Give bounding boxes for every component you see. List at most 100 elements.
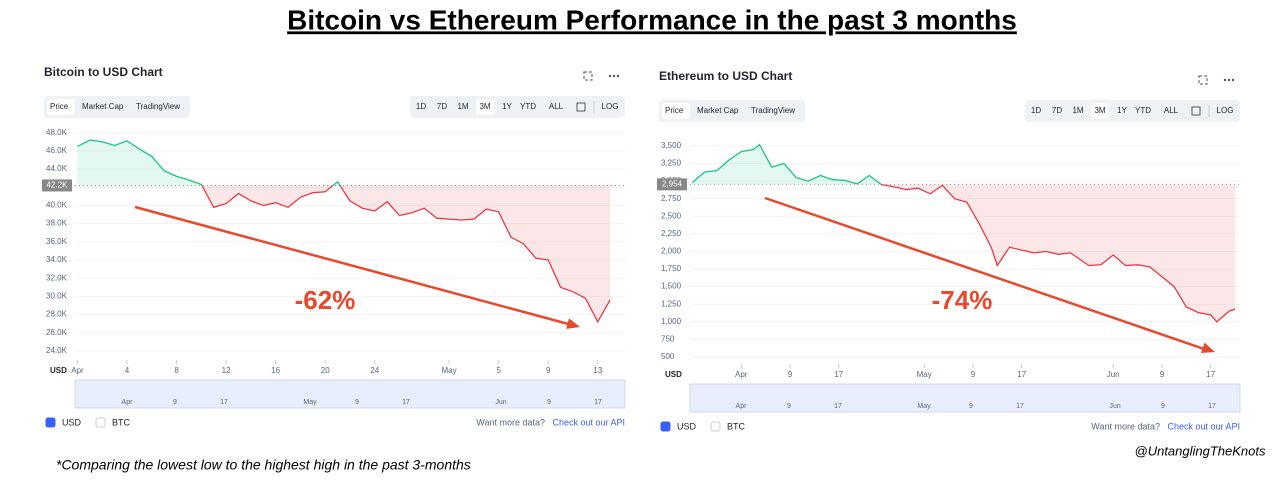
legend-label[interactable]: BTC [727, 421, 746, 431]
x-tick-label: 13 [593, 366, 602, 375]
legend-label[interactable]: USD [62, 417, 82, 427]
range-button[interactable]: 1M [457, 102, 468, 111]
expand-icon[interactable] [583, 71, 593, 81]
range-button[interactable]: 1Y [502, 102, 512, 111]
api-link[interactable]: Check out our API [552, 417, 625, 427]
calendar-icon[interactable] [576, 102, 586, 112]
tab[interactable]: Market Cap [82, 102, 124, 111]
navigator-label: 9 [173, 399, 177, 406]
x-tick-label: 9 [788, 370, 793, 379]
more-icon[interactable] [1231, 78, 1235, 82]
navigator-label: 9 [787, 403, 791, 410]
area [692, 144, 1236, 322]
range-button[interactable]: YTD [1135, 106, 1151, 115]
range-button[interactable]: 3M [1094, 106, 1105, 115]
range-button[interactable]: ALL [549, 102, 564, 111]
range-active [1091, 103, 1109, 119]
annotation: -62% [295, 285, 356, 315]
navigator-label: 9 [1161, 403, 1165, 410]
x-tick-label: 12 [222, 366, 231, 375]
navigator-label: Apr [736, 403, 748, 410]
tab[interactable]: Price [665, 106, 684, 115]
range-button[interactable]: 7D [437, 102, 447, 111]
range-button[interactable]: 1D [1031, 106, 1041, 115]
navigator[interactable] [689, 383, 1241, 413]
y-tick-label: 26.0K [46, 328, 68, 337]
tab[interactable]: Market Cap [697, 106, 739, 115]
navigator[interactable] [74, 379, 626, 409]
trend-arrow [134, 205, 573, 327]
more-icon[interactable] [616, 74, 620, 78]
more-icon[interactable] [608, 74, 612, 78]
navigator-label: Jun [1109, 403, 1120, 410]
more-icon[interactable] [1227, 78, 1231, 82]
range-button[interactable]: 1M [1072, 106, 1083, 115]
chart-title: Ethereum to USD Chart [659, 69, 792, 83]
range-button[interactable]: 7D [1052, 106, 1062, 115]
y-tick-label: 38.0K [46, 219, 68, 228]
y-tick-label: 40.0K [46, 201, 68, 210]
baseline-label: 2,954 [662, 179, 683, 188]
legend-checkbox[interactable] [710, 421, 721, 432]
x-tick-label: 17 [834, 370, 843, 379]
range-box [1025, 100, 1240, 122]
navigator-label: 17 [402, 399, 410, 406]
arrow-head [566, 318, 580, 329]
y-tick-label: 2,500 [661, 211, 682, 220]
log-button[interactable]: LOG [1217, 106, 1234, 115]
navigator-label: May [917, 403, 931, 410]
y-tick-label: 3,250 [661, 159, 682, 168]
baseline-label: 42.2K [47, 181, 69, 190]
range-button[interactable]: 1D [416, 102, 426, 111]
y-tick-label: 1,250 [661, 299, 682, 308]
legend-checkbox[interactable] [95, 417, 106, 428]
y-tick-label: 2,250 [661, 229, 682, 238]
log-button[interactable]: LOG [602, 102, 619, 111]
legend-checkbox[interactable] [660, 421, 671, 432]
y-tick-label: 750 [661, 334, 675, 343]
y-tick-label: 1,750 [661, 264, 682, 273]
calendar-icon[interactable] [1191, 106, 1201, 116]
y-tick-label: 1,500 [661, 282, 682, 291]
navigator-label: 9 [547, 399, 551, 406]
chart-title: Bitcoin to USD Chart [44, 65, 163, 79]
api-link[interactable]: Check out our API [1167, 421, 1240, 431]
range-button[interactable]: ALL [1164, 106, 1179, 115]
x-axis-label: USD [50, 366, 67, 375]
tab-active [662, 103, 690, 119]
legend-label[interactable]: USD [677, 421, 697, 431]
legend-label[interactable]: BTC [112, 417, 131, 427]
x-tick-label: 17 [1017, 370, 1026, 379]
more-icon[interactable] [612, 74, 616, 78]
x-tick-label: Jun [1107, 370, 1120, 379]
baseline-tag [657, 178, 687, 191]
range-button[interactable]: 1Y [1117, 106, 1127, 115]
y-tick-label: 32.0K [46, 273, 68, 282]
navigator-label: May [303, 399, 317, 406]
navigator-label: 17 [834, 403, 842, 410]
arrow-head [1201, 342, 1215, 353]
more-icon[interactable] [1223, 78, 1227, 82]
tabs-box [659, 100, 805, 122]
x-tick-label: Apr [735, 370, 748, 379]
y-tick-label: 2,750 [661, 194, 682, 203]
y-tick-label: 500 [661, 352, 675, 361]
credit: @UntanglingTheKnots [1135, 443, 1266, 458]
x-tick-label: May [442, 366, 457, 375]
annotation: -74% [932, 285, 993, 315]
range-button[interactable]: 3M [479, 102, 490, 111]
navigator-label: Jun [495, 399, 506, 406]
legend-checkbox[interactable] [45, 417, 56, 428]
y-tick-label: 2,000 [661, 247, 682, 256]
x-tick-label: 17 [1206, 370, 1215, 379]
range-box [410, 96, 625, 118]
tab[interactable]: Price [50, 102, 69, 111]
range-button[interactable]: YTD [520, 102, 536, 111]
y-tick-label: 46.0K [46, 146, 68, 155]
tab[interactable]: TradingView [136, 102, 180, 111]
expand-icon[interactable] [1198, 75, 1208, 85]
tab[interactable]: TradingView [751, 106, 795, 115]
x-tick-label: 16 [271, 366, 280, 375]
api-note: Want more data? [1091, 421, 1160, 431]
y-tick-label: 34.0K [46, 255, 68, 264]
